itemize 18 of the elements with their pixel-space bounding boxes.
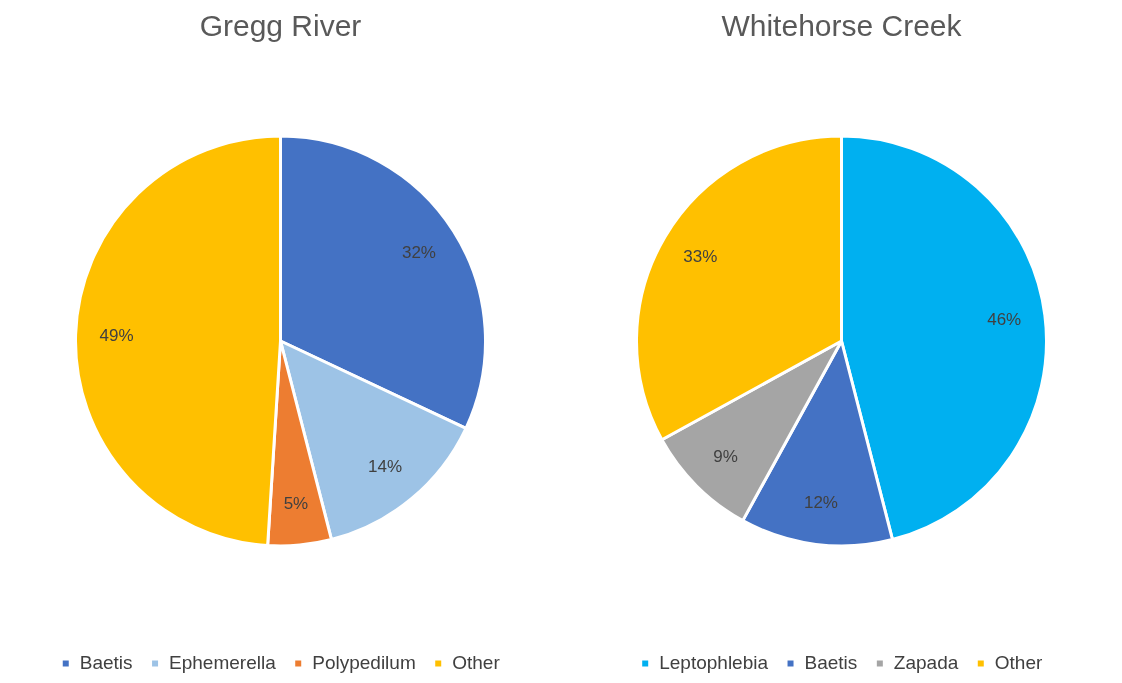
data-label: 32%	[401, 242, 436, 262]
data-label: 33%	[683, 247, 718, 267]
legend-label: Other	[452, 651, 501, 673]
legend-label: Baetis	[804, 651, 858, 673]
legend-label: Other	[994, 651, 1043, 673]
data-label: 12%	[803, 493, 838, 513]
chart-title: Whitehorse Creek	[721, 9, 963, 43]
data-label: 9%	[713, 446, 738, 466]
chart-title: Gregg River	[199, 9, 362, 43]
data-label: 46%	[987, 310, 1022, 330]
data-label: 49%	[99, 325, 134, 345]
data-label: 5%	[283, 493, 309, 513]
legend-label: Zapada	[893, 651, 959, 673]
legend-label: Baetis	[79, 651, 133, 673]
data-label: 14%	[368, 457, 403, 477]
legend-label: Leptophlebia	[659, 651, 769, 673]
legend-label: Polypedilum	[312, 651, 416, 673]
legend-label: Ephemerella	[169, 651, 277, 673]
